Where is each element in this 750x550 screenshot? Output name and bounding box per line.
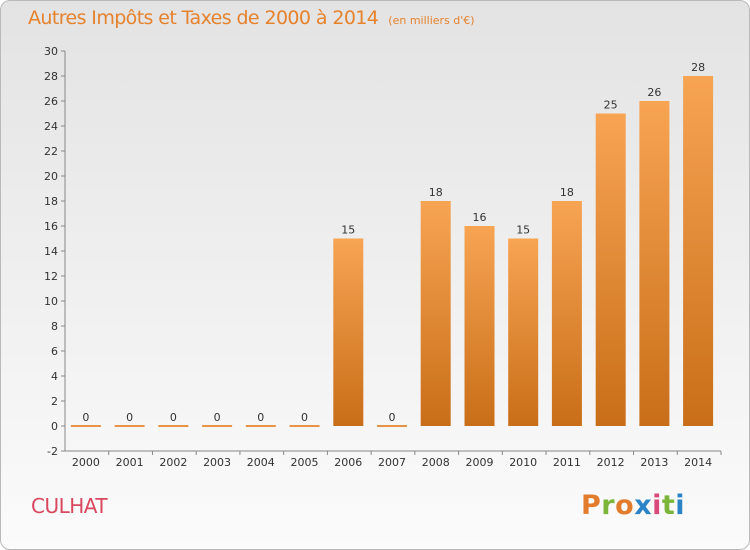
- y-tick-label: 22: [44, 145, 58, 158]
- bar: [70, 425, 101, 427]
- logo-letter: P: [581, 490, 602, 521]
- bar: [202, 425, 233, 427]
- bar: [114, 425, 145, 427]
- x-tick-label: 2012: [597, 456, 625, 469]
- bar-value-label: 0: [82, 411, 89, 424]
- x-tick-label: 2010: [509, 456, 537, 469]
- proxiti-logo: Proxiti: [581, 490, 685, 521]
- x-tick-label: 2005: [291, 456, 319, 469]
- bar-value-label: 0: [214, 411, 221, 424]
- y-tick-label: 2: [51, 395, 58, 408]
- bar: [245, 425, 276, 427]
- commune-name: CULHAT: [31, 494, 108, 518]
- bar: [683, 76, 714, 426]
- y-tick-label: 8: [51, 320, 58, 333]
- y-tick-label: 14: [44, 245, 58, 258]
- bar-value-label: 0: [257, 411, 264, 424]
- bar-value-label: 0: [126, 411, 133, 424]
- bar-value-label: 18: [429, 186, 443, 199]
- x-tick-label: 2013: [640, 456, 668, 469]
- x-tick-label: 2009: [465, 456, 493, 469]
- logo-letter: t: [661, 490, 676, 521]
- x-tick-label: 2006: [334, 456, 362, 469]
- x-tick-label: 2001: [116, 456, 144, 469]
- bar: [639, 101, 670, 426]
- y-tick-label: 16: [44, 220, 58, 233]
- y-tick-label: -2: [47, 445, 58, 458]
- bar-value-label: 26: [647, 86, 661, 99]
- bar: [289, 425, 320, 427]
- logo-letter: i: [675, 490, 686, 521]
- bar-value-label: 15: [341, 224, 355, 237]
- logo-letter: x: [634, 490, 653, 521]
- y-tick-label: 20: [44, 170, 58, 183]
- bar-value-label: 15: [516, 224, 530, 237]
- bar: [464, 226, 495, 426]
- bar: [420, 201, 451, 426]
- y-tick-label: 28: [44, 70, 58, 83]
- chart-title-block: Autres Impôts et Taxes de 2000 à 2014 (e…: [28, 7, 475, 29]
- y-tick-label: 10: [44, 295, 58, 308]
- logo-letter: r: [601, 490, 616, 521]
- x-tick-label: 2011: [553, 456, 581, 469]
- bar-value-label: 28: [691, 61, 705, 74]
- y-tick-label: 24: [44, 120, 58, 133]
- bar: [377, 425, 407, 427]
- logo-letter: o: [615, 490, 635, 521]
- x-tick-label: 2007: [378, 456, 406, 469]
- bar: [333, 238, 364, 426]
- y-tick-label: 6: [51, 345, 58, 358]
- bar-value-label: 25: [604, 99, 618, 112]
- y-tick-label: 12: [44, 270, 58, 283]
- y-tick-label: 4: [51, 370, 58, 383]
- bar-value-label: 16: [472, 211, 486, 224]
- x-tick-label: 2000: [72, 456, 100, 469]
- bar: [158, 425, 189, 427]
- bar: [595, 113, 626, 426]
- bar-value-label: 0: [301, 411, 308, 424]
- bar: [508, 238, 539, 426]
- y-tick-label: 30: [44, 45, 58, 58]
- chart-title: Autres Impôts et Taxes de 2000 à 2014: [28, 7, 379, 29]
- x-tick-label: 2002: [159, 456, 187, 469]
- y-tick-label: 18: [44, 195, 58, 208]
- chart-subtitle: (en milliers d'€): [388, 14, 475, 27]
- bar-value-label: 0: [389, 411, 396, 424]
- y-tick-label: 0: [51, 420, 58, 433]
- bar-value-label: 18: [560, 186, 574, 199]
- bar-value-label: 0: [170, 411, 177, 424]
- x-tick-label: 2014: [684, 456, 712, 469]
- bar: [551, 201, 582, 426]
- x-tick-label: 2004: [247, 456, 275, 469]
- y-tick-label: 26: [44, 95, 58, 108]
- logo-letter: i: [652, 490, 662, 521]
- x-tick-label: 2008: [422, 456, 450, 469]
- x-tick-label: 2003: [203, 456, 231, 469]
